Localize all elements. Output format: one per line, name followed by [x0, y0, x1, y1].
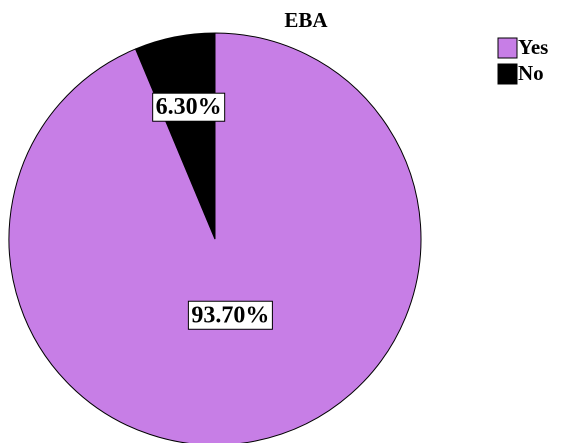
data-label: 93.70%: [187, 300, 273, 330]
data-label-text: 93.70%: [191, 302, 269, 328]
data-label: 6.30%: [152, 92, 226, 122]
data-label-box: [187, 300, 273, 330]
chart-title: EBA: [284, 8, 328, 32]
legend-swatch: [497, 63, 518, 85]
data-label-text: 6.30%: [156, 94, 222, 120]
data-label-box: [152, 92, 226, 122]
legend-swatch: [497, 37, 518, 59]
legend-label: No: [518, 61, 544, 85]
pie-slice: [134, 32, 216, 240]
legend-label: Yes: [518, 35, 548, 59]
